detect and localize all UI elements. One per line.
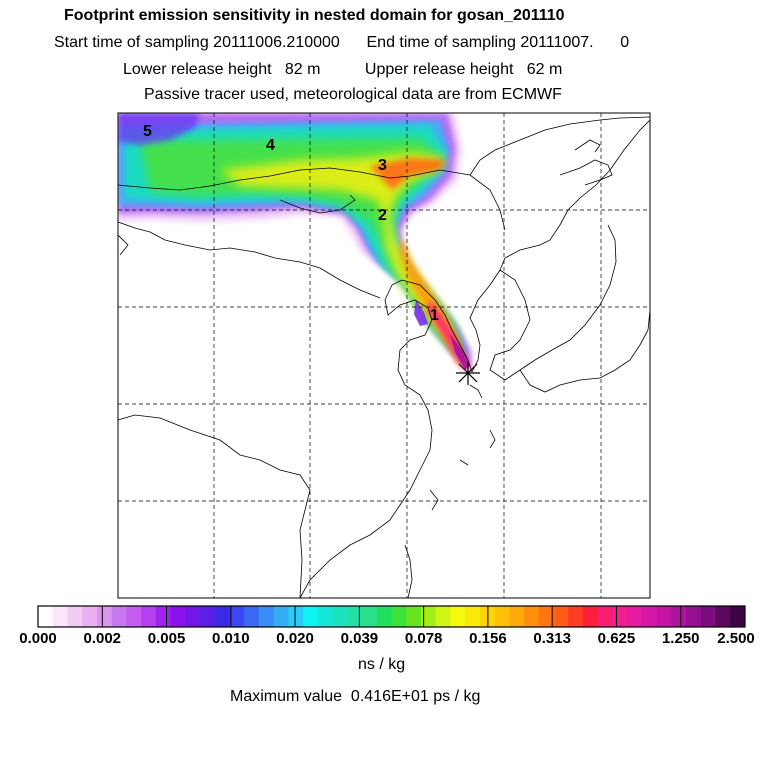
tracer-info: Passive tracer used, meteorological data… [144,86,562,103]
colorbar-cell [317,606,333,627]
colorbar-cell [686,606,702,627]
colorbar-cell [111,606,127,627]
colorbar-cell [700,606,716,627]
colorbar-cell [244,606,260,627]
colorbar-cell [465,606,481,627]
day-label-5: 5 [143,123,152,140]
colorbar-tick-label: 2.500 [717,630,755,647]
colorbar-cell [67,606,83,627]
colorbar-cell [82,606,98,627]
colorbar-tick-label: 0.156 [469,630,507,647]
colorbar-cell [538,606,554,627]
colorbar-tick-label: 0.313 [533,630,571,647]
colorbar-cell [391,606,407,627]
colorbar-cell [185,606,201,627]
day-label-1: 1 [430,307,439,324]
colorbar-cell [524,606,540,627]
map-frame [117,112,651,599]
colorbar-units: ns / kg [358,656,406,673]
day-label-2: 2 [378,207,387,224]
colorbar-cell [641,606,658,627]
colorbar-cell [141,606,157,627]
colorbar-cell [656,606,672,627]
colorbar-cell [96,606,113,627]
colorbar-cell [229,606,245,627]
receptor-star-marker [456,361,480,385]
colorbar-tick-label: 0.002 [83,630,122,647]
colorbar-cell [494,606,510,627]
colorbar-cell [170,606,186,627]
colorbar-cell [450,606,466,627]
colorbar-tick-label: 0.020 [276,630,314,647]
colorbar-cell [730,606,746,627]
colorbar-cell [258,606,275,627]
graticule [118,113,650,598]
colorbar-cell [715,606,731,627]
colorbar-cell [597,606,613,627]
colorbar-cell [200,606,216,627]
colorbar-tick-label: 0.010 [212,630,250,647]
day-label-4: 4 [266,137,275,154]
colorbar-cell [155,606,171,627]
colorbar-cell [582,606,599,627]
colorbar-cell [671,606,687,627]
colorbar-cell [214,606,230,627]
colorbar-tick-label: 0.005 [147,630,186,647]
coastlines [118,116,650,598]
colorbar-cell [553,606,569,627]
colorbar-cell [612,606,628,627]
colorbar-cell [52,606,68,627]
colorbar-cell [303,606,319,627]
release-heights: Lower release height 82 m Upper release … [123,61,563,78]
colorbar-tick-label: 0.000 [19,630,57,647]
sampling-times: Start time of sampling 20111006.210000 E… [54,34,630,51]
day-label-3: 3 [378,157,387,174]
colorbar-cell [126,606,142,627]
colorbar-cell [568,606,584,627]
maximum-value: Maximum value 0.416E+01 ps / kg [230,688,481,705]
colorbar-cell [376,606,392,627]
colorbar-cell [362,606,378,627]
colorbar-cell [273,606,289,627]
colorbar-cell [288,606,304,627]
colorbar-tick-label: 0.078 [404,630,443,647]
colorbar-cell [435,606,451,627]
colorbar-cell [38,606,54,627]
colorbar-cell [509,606,525,627]
colorbar-cell [332,606,348,627]
colorbar-frame [37,605,746,628]
colorbar-cell [420,606,437,627]
plot-title: Footprint emission sensitivity in nested… [64,7,565,24]
colorbar-cell [627,606,643,627]
colorbar-cells [38,606,746,627]
colorbar-tick-label: 1.250 [661,630,700,647]
colorbar-tick-label: 0.039 [340,630,379,647]
colorbar-cell [347,606,363,627]
colorbar-cell [406,606,422,627]
colorbar-tick-label: 0.625 [597,630,636,647]
